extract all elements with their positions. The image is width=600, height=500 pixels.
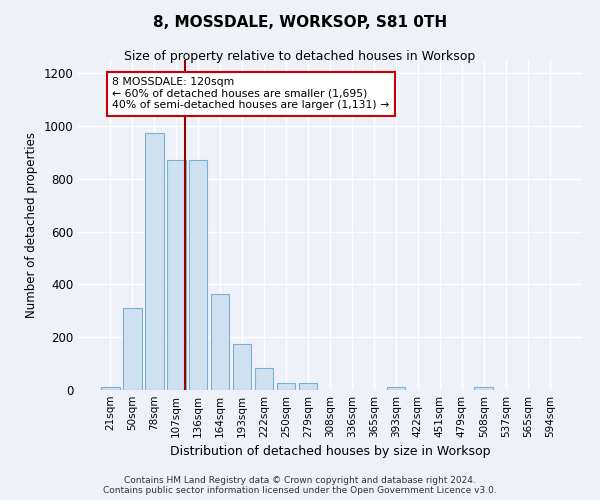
Text: 8 MOSSDALE: 120sqm
← 60% of detached houses are smaller (1,695)
40% of semi-deta: 8 MOSSDALE: 120sqm ← 60% of detached hou… <box>112 77 389 110</box>
Text: Contains HM Land Registry data © Crown copyright and database right 2024.
Contai: Contains HM Land Registry data © Crown c… <box>103 476 497 495</box>
Bar <box>211 294 229 390</box>
Bar <box>167 160 185 390</box>
Bar <box>189 160 208 390</box>
Y-axis label: Number of detached properties: Number of detached properties <box>25 132 38 318</box>
Bar <box>386 387 405 390</box>
Bar <box>101 386 119 390</box>
Bar <box>475 387 493 390</box>
Bar <box>255 368 274 390</box>
Bar <box>277 383 295 390</box>
Bar <box>145 132 164 390</box>
Bar <box>233 344 251 390</box>
X-axis label: Distribution of detached houses by size in Worksop: Distribution of detached houses by size … <box>170 446 490 458</box>
Text: Size of property relative to detached houses in Worksop: Size of property relative to detached ho… <box>124 50 476 63</box>
Text: 8, MOSSDALE, WORKSOP, S81 0TH: 8, MOSSDALE, WORKSOP, S81 0TH <box>153 15 447 30</box>
Bar <box>299 384 317 390</box>
Bar <box>123 308 142 390</box>
